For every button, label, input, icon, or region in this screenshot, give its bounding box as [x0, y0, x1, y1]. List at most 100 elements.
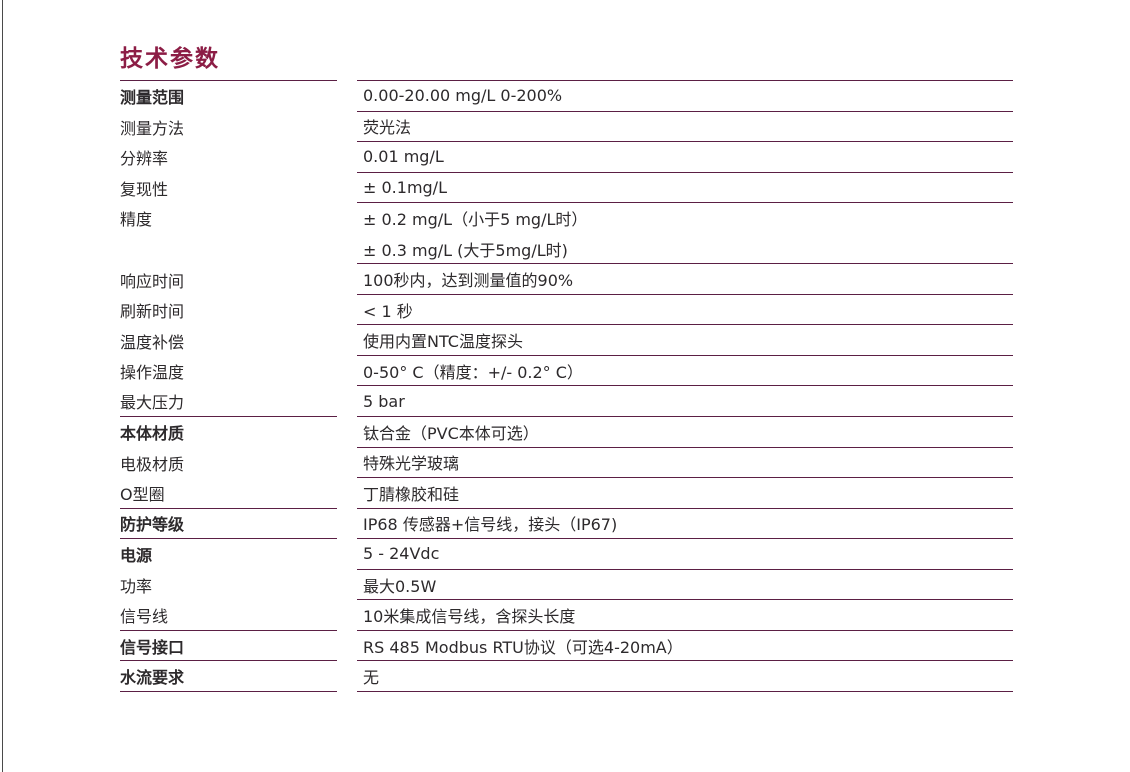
spec-row: 操作温度 0-50° C（精度：+/- 0.2° C） [120, 356, 1013, 387]
spec-label-text: 刷新时间 [120, 302, 185, 322]
spec-value-text: ± 0.1mg/L [363, 177, 447, 197]
spec-row: 水流要求 无 [120, 661, 1013, 692]
spec-label-text: 电极材质 [120, 454, 185, 474]
spec-table: 测量范围 0.00-20.00 mg/L 0-200% 测量方法 荧光法 分辨率… [120, 81, 1013, 692]
spec-value-text: 10米集成信号线，含探头长度 [363, 607, 576, 627]
section-title: 技术参数 [120, 46, 220, 72]
spec-label-text: 精度 [120, 210, 153, 230]
spec-row: 测量范围 0.00-20.00 mg/L 0-200% [120, 81, 1013, 112]
spec-value: ± 0.2 mg/L（小于5 mg/L时） [357, 203, 1013, 234]
spec-label-text: 本体材质 [120, 424, 185, 444]
spec-value: 钛合金（PVC本体可选） [357, 417, 1013, 448]
spec-value-text: 无 [363, 668, 380, 688]
spec-value: 荧光法 [357, 112, 1013, 143]
spec-label-text: 温度补偿 [120, 332, 185, 352]
spec-label: 功率 [120, 570, 337, 601]
spec-value-text: 最大0.5W [363, 576, 437, 596]
spec-value: 丁腈橡胶和硅 [357, 478, 1013, 509]
spec-label: 响应时间 [120, 264, 337, 295]
spec-label-text: 操作温度 [120, 363, 185, 383]
spec-value-text: ± 0.2 mg/L（小于5 mg/L时） [363, 210, 588, 230]
spec-value: 0-50° C（精度：+/- 0.2° C） [357, 356, 1013, 387]
page-left-border [2, 0, 3, 772]
spec-row: 电源 5 - 24Vdc [120, 539, 1013, 570]
spec-value: 100秒内，达到测量值的90% [357, 264, 1013, 295]
spec-label: 复现性 [120, 173, 337, 204]
spec-label-text: 分辨率 [120, 149, 169, 169]
spec-value: 使用内置NTC温度探头 [357, 325, 1013, 356]
spec-label-text: 功率 [120, 577, 153, 597]
spec-label: 最大压力 [120, 386, 337, 418]
spec-value: 10米集成信号线，含探头长度 [357, 600, 1013, 631]
spec-label-text: 响应时间 [120, 271, 185, 291]
spec-row: 电极材质 特殊光学玻璃 [120, 448, 1013, 479]
tech-specs-section: 技术参数 测量范围 0.00-20.00 mg/L 0-200% 测量方法 荧光… [120, 44, 1013, 692]
spec-value-text: 丁腈橡胶和硅 [363, 484, 460, 504]
spec-label-text: 最大压力 [120, 393, 185, 413]
spec-label: 测量方法 [120, 112, 337, 143]
spec-row: 响应时间 100秒内，达到测量值的90% [120, 264, 1013, 295]
spec-value: 最大0.5W [357, 570, 1013, 601]
spec-value: 5 bar [357, 386, 1013, 418]
spec-label-text: 防护等级 [120, 515, 185, 535]
spec-row: 精度 ± 0.2 mg/L（小于5 mg/L时） [120, 203, 1013, 234]
spec-value: RS 485 Modbus RTU协议（可选4-20mA） [357, 631, 1013, 662]
spec-row: 刷新时间 < 1 秒 [120, 295, 1013, 326]
spec-value-text: 100秒内，达到测量值的90% [363, 271, 574, 291]
spec-value-text: IP68 传感器+信号线，接头（IP67) [363, 515, 618, 535]
spec-value-text: < 1 秒 [363, 301, 413, 321]
spec-label-text: 水流要求 [120, 668, 185, 688]
spec-label: 电极材质 [120, 448, 337, 479]
spec-label: 温度补偿 [120, 325, 337, 356]
spec-label: 防护等级 [120, 509, 337, 540]
spec-row: 信号接口 RS 485 Modbus RTU协议（可选4-20mA） [120, 631, 1013, 662]
spec-row: 分辨率 0.01 mg/L [120, 142, 1013, 173]
header-rule [120, 80, 1013, 81]
spec-value-text: 荧光法 [363, 118, 412, 138]
spec-value: IP68 传感器+信号线，接头（IP67) [357, 509, 1013, 540]
spec-value: < 1 秒 [357, 295, 1013, 326]
spec-label-text: 电源 [120, 546, 153, 566]
spec-value-text: 使用内置NTC温度探头 [363, 332, 523, 352]
spec-value-text: 5 - 24Vdc [363, 544, 440, 564]
spec-label-text: 复现性 [120, 179, 169, 199]
spec-value-text: 0-50° C（精度：+/- 0.2° C） [363, 362, 583, 382]
spec-label-text: 测量方法 [120, 118, 185, 138]
spec-label: 信号线 [120, 600, 337, 631]
spec-row: 复现性 ± 0.1mg/L [120, 173, 1013, 204]
spec-row: ± 0.3 mg/L (大于5mg/L时) [120, 234, 1013, 265]
spec-value: 0.00-20.00 mg/L 0-200% [357, 81, 1013, 112]
spec-label: 操作温度 [120, 356, 337, 387]
spec-label: 电源 [120, 539, 337, 570]
spec-value: 0.01 mg/L [357, 142, 1013, 173]
spec-value-text: 0.01 mg/L [363, 147, 444, 167]
spec-row: 功率 最大0.5W [120, 570, 1013, 601]
spec-value-text: 特殊光学玻璃 [363, 454, 460, 474]
spec-label: 本体材质 [120, 417, 337, 448]
spec-label-text: 信号线 [120, 607, 169, 627]
spec-label-text: 信号接口 [120, 637, 185, 657]
spec-value-text: 钛合金（PVC本体可选） [363, 423, 539, 443]
spec-value-text: 0.00-20.00 mg/L 0-200% [363, 86, 563, 106]
spec-label-text: O型圈 [120, 484, 165, 504]
spec-value-text: ± 0.3 mg/L (大于5mg/L时) [363, 240, 568, 260]
spec-row: 温度补偿 使用内置NTC温度探头 [120, 325, 1013, 356]
spec-value: ± 0.1mg/L [357, 173, 1013, 204]
spec-row: 最大压力 5 bar [120, 386, 1013, 418]
spec-row: 信号线 10米集成信号线，含探头长度 [120, 600, 1013, 631]
header-rule-right [357, 80, 1013, 81]
spec-label-text: 测量范围 [120, 88, 185, 108]
spec-label: 分辨率 [120, 142, 337, 173]
header-rule-left [120, 80, 337, 81]
spec-label: 信号接口 [120, 631, 337, 662]
spec-value: 无 [357, 661, 1013, 692]
spec-value: 特殊光学玻璃 [357, 448, 1013, 479]
spec-row: 防护等级 IP68 传感器+信号线，接头（IP67) [120, 509, 1013, 540]
spec-label [120, 234, 337, 265]
spec-value-text: RS 485 Modbus RTU协议（可选4-20mA） [363, 637, 683, 657]
spec-label: 刷新时间 [120, 295, 337, 326]
spec-value: 5 - 24Vdc [357, 539, 1013, 570]
spec-row: 测量方法 荧光法 [120, 112, 1013, 143]
spec-row: O型圈 丁腈橡胶和硅 [120, 478, 1013, 509]
